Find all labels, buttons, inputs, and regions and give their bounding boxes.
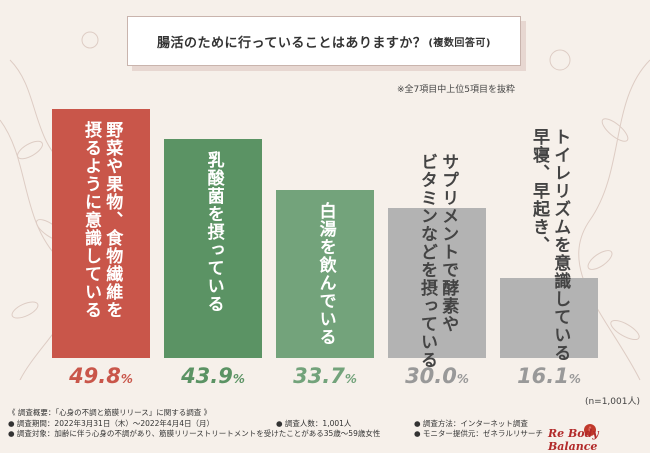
value-unit-5: % (568, 372, 581, 386)
rose-logo-icon (584, 424, 596, 436)
brand-logo: Re Body Balance (548, 427, 599, 453)
value-unit-4: % (456, 372, 469, 386)
selection-note: ※全7項目中上位5項目を抜粋 (397, 85, 515, 95)
bar-5 (500, 277, 598, 358)
value-unit-1: % (120, 372, 133, 386)
value-number-1: 49.8 (69, 364, 121, 388)
bar-2 (164, 138, 262, 358)
sample-size: (n=1,001人) (584, 397, 640, 407)
bar-label-1: 野菜や果物、食物繊維を 摂るように意識している (81, 121, 123, 319)
value-number-5: 16.1 (517, 364, 569, 388)
bar-4 (388, 208, 486, 358)
bar-label-2: 乳酸菌を摂っている (203, 150, 224, 313)
question-box: 腸活のために行っていることはありますか？ (複数回答可) (127, 16, 521, 66)
bar-1 (52, 109, 150, 358)
value-label-3: 33.7% (270, 364, 380, 388)
bar-label-4: サプリメントで酵素や ビタミンなどを摂っている (417, 153, 459, 369)
bar-label-3: 白湯を飲んでいる (315, 201, 336, 346)
value-label-4: 30.0% (382, 364, 492, 388)
survey-title: 《 調査概要：「心身の不調と筋膜リリース」に関する調査 》 (8, 408, 212, 417)
survey-target: ● 調査対象：加齢に伴う心身の不調があり、筋膜リリーストリートメントを受けたこと… (8, 429, 381, 438)
value-label-1: 49.8% (46, 364, 156, 388)
survey-footer: 《 調査概要：「心身の不調と筋膜リリース」に関する調査 》 ● 調査期間：202… (8, 408, 568, 440)
survey-count: ● 調査人数：1,001人 (276, 418, 352, 428)
survey-period: ● 調査期間：2022年3月31日（木）～2022年4月4日（月） (8, 418, 214, 428)
question-text: 腸活のために行っていることはありますか？ (157, 35, 427, 51)
value-label-2: 43.9% (158, 364, 268, 388)
value-number-4: 30.0 (405, 364, 457, 388)
question-sub: (複数回答可) (428, 37, 491, 49)
bar-3 (276, 189, 374, 358)
survey-provider: ● モニター提供元：ゼネラルリサーチ (414, 429, 543, 438)
bar-label-5: トイレリズムを意識している 早寝、早起き、 (529, 127, 571, 362)
survey-method: ● 調査方法：インターネット調査 (414, 418, 528, 428)
value-label-5: 16.1% (494, 364, 604, 388)
value-unit-3: % (344, 372, 357, 386)
value-unit-2: % (232, 372, 245, 386)
value-number-3: 33.7 (293, 364, 345, 388)
value-number-2: 43.9 (181, 364, 233, 388)
